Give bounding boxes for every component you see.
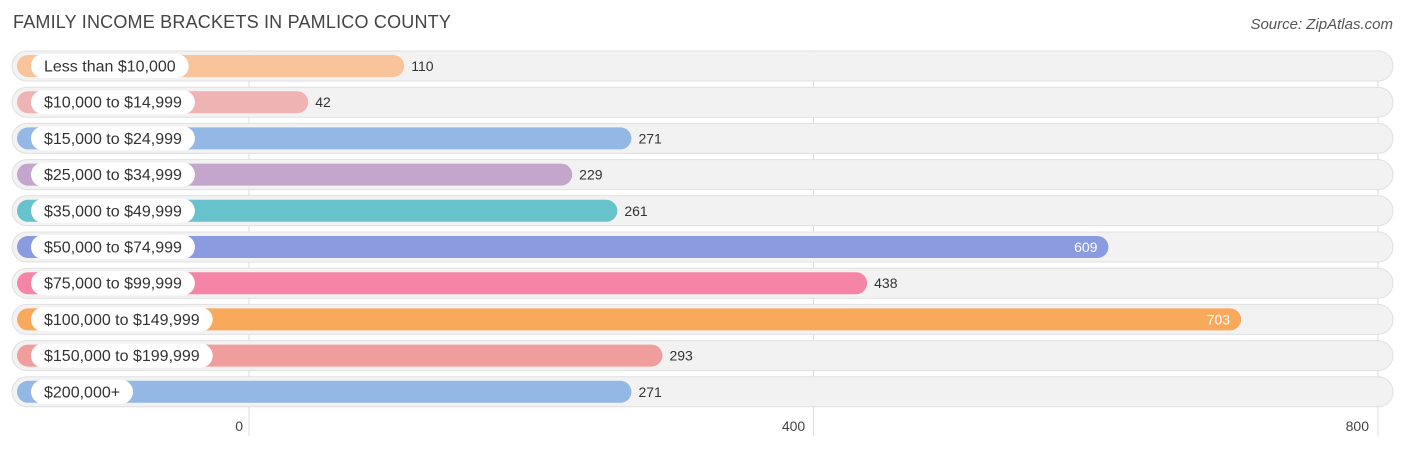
category-label: $150,000 to $199,999 bbox=[44, 348, 200, 365]
bar-row: $25,000 to $34,999 229 bbox=[11, 159, 1394, 191]
value-label: 438 bbox=[874, 275, 898, 291]
category-label: $10,000 to $14,999 bbox=[44, 95, 182, 112]
bar-row: $100,000 to $149,999 703 bbox=[11, 303, 1394, 335]
chart-source: Source: ZipAtlas.com bbox=[1250, 16, 1393, 33]
category-label: $200,000+ bbox=[44, 384, 120, 401]
bar bbox=[17, 236, 1109, 258]
x-tick-label: 800 bbox=[1346, 418, 1370, 434]
category-label: $25,000 to $34,999 bbox=[44, 167, 182, 184]
x-tick-label: 0 bbox=[235, 418, 243, 434]
category-pill bbox=[31, 235, 195, 259]
category-label: $15,000 to $24,999 bbox=[44, 131, 182, 148]
value-label: 42 bbox=[315, 94, 331, 110]
category-pill bbox=[31, 307, 213, 332]
value-label: 261 bbox=[624, 203, 648, 219]
value-label: 609 bbox=[1074, 239, 1098, 255]
category-pill bbox=[31, 162, 195, 187]
bar-row: $15,000 to $24,999 271 bbox=[11, 122, 1394, 154]
category-label: $75,000 to $99,999 bbox=[44, 276, 182, 293]
bar-row: $10,000 to $14,999 42 bbox=[11, 86, 1394, 118]
category-pill bbox=[31, 271, 195, 296]
bar-row: $35,000 to $49,999 261 bbox=[11, 195, 1394, 227]
category-pill bbox=[31, 126, 195, 151]
bar-row: $50,000 to $74,999 609 bbox=[11, 231, 1394, 263]
category-pill bbox=[31, 54, 189, 78]
category-label: $35,000 to $49,999 bbox=[44, 203, 182, 220]
category-label: $100,000 to $149,999 bbox=[44, 312, 200, 329]
x-tick-label: 400 bbox=[782, 418, 806, 434]
bar bbox=[17, 272, 868, 295]
bar-row: $200,000+ 271 bbox=[11, 376, 1394, 408]
value-label: 703 bbox=[1207, 311, 1231, 327]
value-label: 271 bbox=[638, 384, 662, 400]
value-label: 293 bbox=[669, 348, 693, 364]
value-label: 110 bbox=[411, 58, 434, 74]
bar-row: Less than $10,000 110 bbox=[11, 50, 1394, 82]
chart-title: FAMILY INCOME BRACKETS IN PAMLICO COUNTY bbox=[13, 12, 452, 32]
bar-row: $75,000 to $99,999 438 bbox=[11, 267, 1394, 299]
category-label: $50,000 to $74,999 bbox=[44, 240, 182, 257]
category-pill bbox=[31, 343, 213, 368]
category-label: Less than $10,000 bbox=[44, 59, 176, 76]
bar-row: $150,000 to $199,999 293 bbox=[11, 340, 1394, 372]
bar-track bbox=[11, 86, 1394, 118]
category-pill bbox=[31, 379, 134, 404]
category-pill bbox=[31, 90, 195, 115]
value-label: 271 bbox=[638, 130, 662, 146]
value-label: 229 bbox=[579, 167, 603, 183]
category-pill bbox=[31, 198, 195, 223]
bar bbox=[17, 308, 1242, 331]
bar bbox=[17, 380, 632, 403]
